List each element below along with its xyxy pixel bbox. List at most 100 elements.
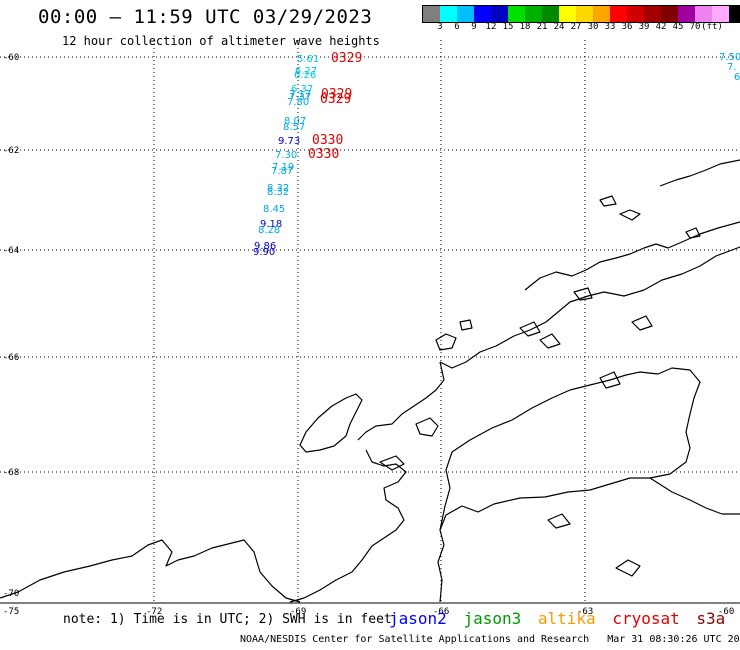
- colorbar-tick-label: 30: [587, 22, 599, 32]
- pass-date: 0329: [321, 87, 352, 102]
- obs-value: 6.27: [295, 66, 317, 77]
- colorbar-tick-label: 24: [553, 22, 565, 32]
- colorbar-tick-label: 70: [689, 22, 701, 32]
- lon-label: -75: [3, 607, 19, 617]
- colorbar-swatch: [678, 6, 695, 22]
- obs-value: 6: [734, 72, 740, 83]
- colorbar-swatch: [440, 6, 457, 22]
- colorbar-swatch: [559, 6, 576, 22]
- altimeter-observations: 5.61 6.27 6.26 6.37 7.17 7.37 7.80 8.07 …: [253, 52, 740, 258]
- island-coastline: [599, 195, 617, 207]
- legend-item-jason3: jason3: [463, 609, 522, 628]
- footnote: note: 1) Time is in UTC; 2) SWH is in fe…: [63, 612, 392, 627]
- colorbar-labels: 3 6 9 12 15 18 21 24 27 30 33 36 39 42 45 70 (ft): [422, 22, 740, 34]
- credit-org: NOAA/NESDIS Center for Satellite Applica…: [240, 634, 590, 645]
- colorbar-swatch: [491, 6, 508, 22]
- obs-value: 9.90: [253, 247, 275, 258]
- colorbar-swatch: [695, 6, 712, 22]
- island-coastline: [547, 513, 571, 529]
- obs-value: 6.37: [291, 84, 313, 95]
- island-coastline: [631, 315, 653, 331]
- colorbar-tick-label: 9: [471, 22, 477, 32]
- colorbar-swatch: [610, 6, 627, 22]
- legend-item-cryosat: cryosat: [612, 609, 680, 628]
- obs-value: 6.26: [294, 70, 316, 81]
- obs-value: 9.86: [254, 241, 276, 252]
- pass-date: 0330: [308, 147, 339, 162]
- colorbar-tick-label: 6: [454, 22, 460, 32]
- colorbar-tick-label: 39: [638, 22, 650, 32]
- colorbar-tick-label: 12: [485, 22, 497, 32]
- graham-land-west-coastline: [439, 246, 740, 369]
- lat-label: -60: [3, 53, 19, 63]
- legend-item-jason2: jason2: [389, 609, 447, 628]
- colorbar-swatch: [593, 6, 610, 22]
- colorbar-swatch: [576, 6, 593, 22]
- alexander-island-coastline: [299, 393, 363, 453]
- island-coastline: [379, 455, 405, 471]
- lon-label: -72: [146, 607, 162, 617]
- south-shetland-islands-coastline: [659, 159, 740, 187]
- colorbar-tick-label: (ft): [701, 22, 723, 32]
- colorbar-tick-label: 42: [655, 22, 667, 32]
- obs-value: 9.18: [260, 219, 282, 230]
- obs-value: 7.19: [272, 162, 294, 173]
- obs-value: 7.30: [275, 150, 297, 161]
- legend-item-altika: altika: [537, 609, 596, 628]
- lon-label: -66: [433, 607, 449, 617]
- colorbar-swatch: [729, 6, 740, 22]
- lat-label: -66: [3, 353, 19, 363]
- lon-label: -60: [718, 607, 734, 617]
- pass-date: 0330: [312, 133, 343, 148]
- colorbar-tick-label: 33: [604, 22, 616, 32]
- obs-value: 7.: [727, 62, 737, 73]
- obs-value: 7.50: [719, 52, 740, 63]
- island-coastline: [573, 287, 593, 301]
- colorbar-swatch: [457, 6, 474, 22]
- pass-date-markers: 0329 0329 0329 0330 0330: [308, 51, 362, 162]
- lon-label: -63: [577, 607, 593, 617]
- pass-date: 0329: [320, 92, 351, 107]
- grid: [0, 40, 740, 603]
- colorbar-tick-label: 18: [519, 22, 531, 32]
- obs-value: 7.87: [271, 166, 293, 177]
- pass-date: 0329: [331, 51, 362, 66]
- obs-value: 8.32: [267, 183, 289, 194]
- latitude-labels: -60 -62 -64 -66 -68 -70: [3, 53, 19, 599]
- island-coastline: [619, 209, 641, 221]
- colorbar-tick-label: 3: [437, 22, 443, 32]
- longitude-labels: -75 -72 -69 -66 -63 -60: [3, 607, 734, 617]
- colorbar-tick-label: 15: [502, 22, 514, 32]
- colorbar-swatch: [474, 6, 491, 22]
- george-vi-sound-coastline: [289, 449, 407, 603]
- satellite-legend: jason2 jason3 altika cryosat s3a: [389, 609, 732, 628]
- legend-item-s3a: s3a: [696, 609, 726, 628]
- colorbar: [422, 5, 740, 23]
- antarctic-peninsula-coastline: [437, 477, 740, 603]
- map-title: 00:00 – 11:59 UTC 03/29/2023: [38, 6, 373, 28]
- credit-line: NOAA/NESDIS Center for Satellite Applica…: [240, 634, 740, 645]
- obs-value: 7.17: [289, 89, 311, 100]
- map-subtitle: 12 hour collection of altimeter wave hei…: [62, 34, 380, 48]
- colorbar-swatch: [661, 6, 678, 22]
- obs-value: 8.28: [258, 225, 280, 236]
- obs-value: 7.37: [289, 92, 311, 103]
- colorbar-tick-label: 45: [672, 22, 684, 32]
- colorbar-swatch: [542, 6, 559, 22]
- island-coastline: [539, 333, 561, 349]
- north-tip-coastline: [524, 221, 740, 291]
- colorbar-swatch: [423, 6, 440, 22]
- obs-value: 7.80: [287, 97, 309, 108]
- obs-value: 8.57: [283, 122, 305, 133]
- coastlines: [0, 159, 740, 603]
- graham-land-east-coastline: [439, 367, 701, 531]
- island-coastline: [615, 559, 641, 577]
- colorbar-tick-label: 21: [536, 22, 548, 32]
- adelaide-island-coastline: [415, 417, 439, 437]
- obs-value: 5.61: [297, 54, 319, 65]
- obs-value: 8.32: [267, 187, 289, 198]
- island-coastline: [459, 319, 473, 331]
- obs-value: 8.07: [284, 116, 306, 127]
- island-coastline: [685, 227, 701, 239]
